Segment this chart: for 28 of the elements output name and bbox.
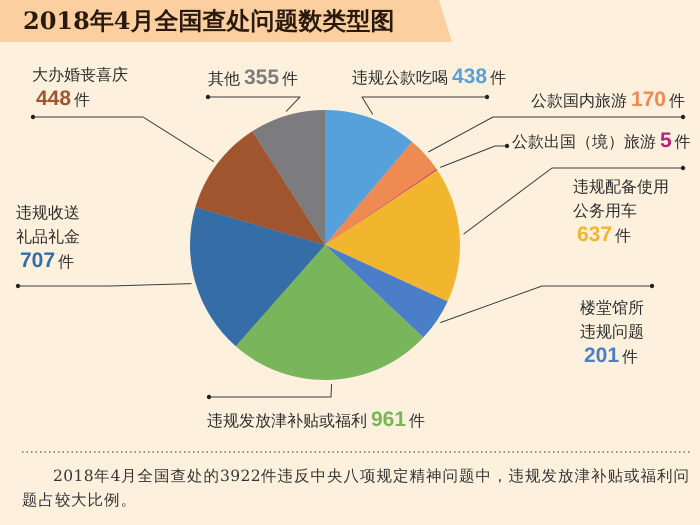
- slice-label: 违规发放津补贴或福利: [207, 411, 367, 430]
- slice-label: 楼堂馆所违规问题: [580, 298, 644, 341]
- slice-label: 违规公款吃喝: [352, 68, 448, 87]
- slice-label: 公款出国（境）旅游: [512, 132, 656, 151]
- slice-label: 违规配备使用公务用车: [573, 177, 669, 220]
- data-label: 201件: [583, 344, 638, 367]
- data-label: 170件: [630, 88, 685, 111]
- slice-label: 违规收送礼品礼金: [16, 203, 80, 246]
- chart-title: 2018年4月全国查处问题数类型图: [23, 6, 394, 36]
- pie-slice: [325, 142, 437, 245]
- pie-slice: [325, 245, 448, 338]
- data-label: 5件: [659, 129, 691, 152]
- data-label: 438件: [451, 65, 506, 88]
- slice-label: 大办婚丧喜庆: [32, 65, 128, 84]
- pie-slice: [252, 110, 325, 245]
- data-label: 637件: [576, 223, 632, 246]
- data-label: 961件: [370, 408, 426, 431]
- slice-label: 其他: [208, 69, 240, 88]
- text: 2018年4月全国查处的3922件违反中央八项规定精神问题中，违规发放津补贴或福利问题占较大比例。: [22, 466, 690, 511]
- pie-slice: [325, 170, 460, 302]
- pie-slice: [195, 131, 325, 245]
- pie-slice: [190, 207, 325, 346]
- pie-slice: [236, 245, 424, 380]
- slice-label: 公款国内旅游: [530, 91, 627, 110]
- data-label: 355件: [243, 66, 298, 89]
- data-label: 707件: [19, 249, 74, 272]
- data-label: 448件: [35, 87, 90, 110]
- pie-slice: [325, 110, 412, 245]
